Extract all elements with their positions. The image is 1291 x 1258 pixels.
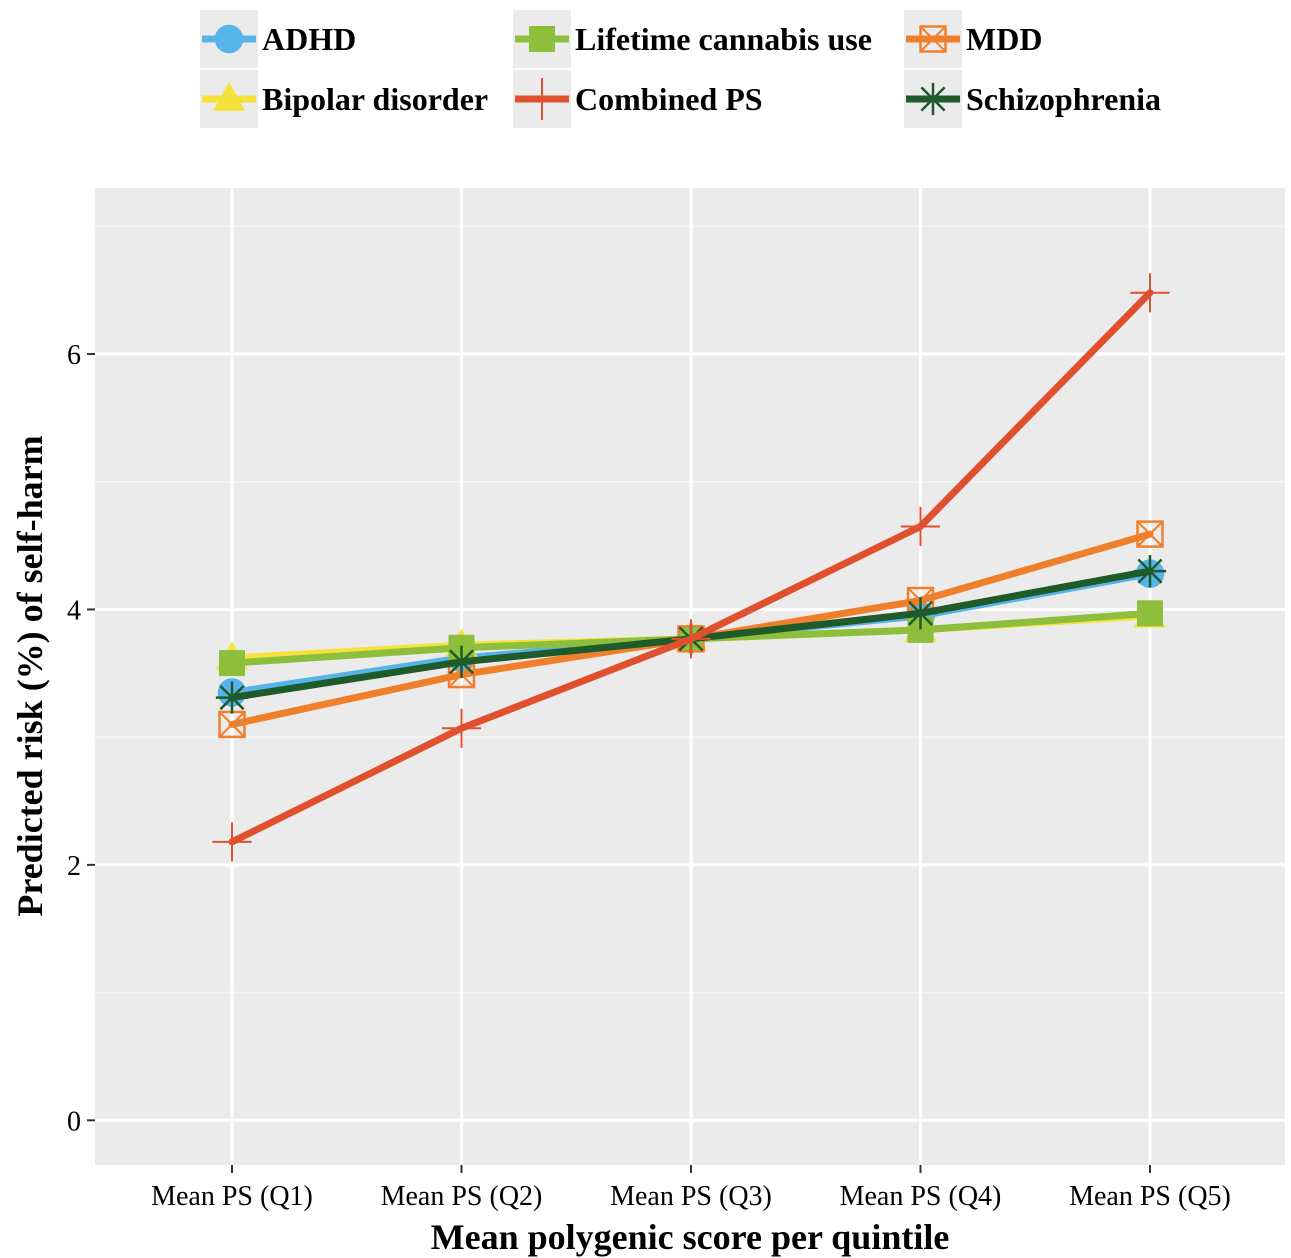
legend-item-adhd: ADHD bbox=[200, 10, 356, 68]
y-tick-label: 2 bbox=[67, 851, 81, 882]
legend-key-adhd bbox=[200, 10, 258, 68]
y-tick-label: 4 bbox=[67, 595, 81, 626]
legend-label: Bipolar disorder bbox=[262, 80, 489, 117]
marker-stroke bbox=[449, 649, 474, 675]
x-tick-label: Mean PS (Q5) bbox=[1069, 1181, 1231, 1212]
legend-item-bipolar-disorder: Bipolar disorder bbox=[200, 70, 488, 128]
x-tick-label: Mean PS (Q2) bbox=[381, 1181, 543, 1212]
legend-key-combined-ps bbox=[513, 70, 571, 128]
marker-stroke bbox=[919, 25, 947, 53]
legend-key-lifetime-cannabis-use bbox=[513, 10, 571, 68]
series-combined-ps bbox=[212, 273, 1170, 862]
data-point bbox=[441, 708, 482, 748]
legend-label: Schizophrenia bbox=[966, 80, 1161, 117]
legend-marker bbox=[214, 24, 244, 54]
x-axis-title: Mean polygenic score per quintile bbox=[431, 1217, 950, 1257]
legend-label: Combined PS bbox=[575, 80, 763, 117]
data-point bbox=[219, 650, 245, 677]
x-tick-label: Mean PS (Q1) bbox=[151, 1181, 313, 1212]
marker-shape bbox=[212, 82, 246, 111]
marker-shape bbox=[219, 650, 245, 677]
legend-item-mdd: MDD bbox=[904, 10, 1042, 68]
legend-item-lifetime-cannabis-use: Lifetime cannabis use bbox=[513, 10, 872, 68]
legend-marker bbox=[916, 82, 950, 116]
marker-stroke bbox=[1136, 520, 1164, 548]
data-point bbox=[900, 506, 941, 547]
marker-shape bbox=[214, 24, 244, 54]
data-point bbox=[1136, 520, 1164, 548]
data-point bbox=[215, 681, 249, 714]
data-point bbox=[671, 619, 711, 659]
marker-stroke bbox=[1137, 558, 1163, 584]
legend-label: ADHD bbox=[262, 20, 357, 57]
data-point bbox=[1137, 600, 1163, 627]
legend-item-schizophrenia: Schizophrenia bbox=[904, 70, 1161, 128]
axes: 0 2 4 6 Mean PS (Q1) Mean PS (Q2) Mean PS (Q3)… bbox=[67, 340, 1231, 1212]
x-tick-label: Mean PS (Q4) bbox=[840, 1181, 1002, 1212]
legend-key-bipolar-disorder bbox=[200, 70, 258, 128]
data-point bbox=[1133, 555, 1167, 588]
data-point bbox=[445, 645, 478, 678]
data-point bbox=[1130, 273, 1170, 313]
data-series bbox=[212, 273, 1170, 862]
legend-key-mdd bbox=[904, 10, 962, 68]
legend-marker bbox=[919, 25, 947, 53]
marker-stroke bbox=[218, 711, 246, 738]
y-axis-title: Predicted risk (%) of self-harm bbox=[10, 435, 50, 916]
data-point bbox=[904, 597, 937, 630]
marker-shape bbox=[919, 25, 947, 53]
x-tick-label: Mean PS (Q3) bbox=[610, 1181, 772, 1212]
legend-marker bbox=[529, 26, 555, 52]
legend-item-combined-ps: Combined PS bbox=[513, 70, 763, 128]
chart-legend: ADHD Lifetime cannabis use MDD Bipolar d… bbox=[200, 10, 1200, 130]
legend-key-schizophrenia bbox=[904, 70, 962, 128]
marker-stroke bbox=[920, 86, 946, 112]
legend-label: Lifetime cannabis use bbox=[575, 20, 872, 57]
marker-shape bbox=[529, 26, 555, 52]
marker-shape bbox=[1136, 520, 1164, 548]
gridlines bbox=[95, 188, 1285, 1165]
y-tick-label: 6 bbox=[67, 340, 81, 371]
legend-marker bbox=[212, 82, 246, 111]
marker-stroke bbox=[219, 685, 245, 711]
legend-label: MDD bbox=[966, 20, 1043, 57]
legend-marker bbox=[521, 78, 563, 120]
y-tick-label: 0 bbox=[67, 1106, 81, 1137]
marker-stroke bbox=[908, 600, 933, 626]
data-point bbox=[212, 822, 252, 862]
marker-shape bbox=[1137, 600, 1163, 627]
